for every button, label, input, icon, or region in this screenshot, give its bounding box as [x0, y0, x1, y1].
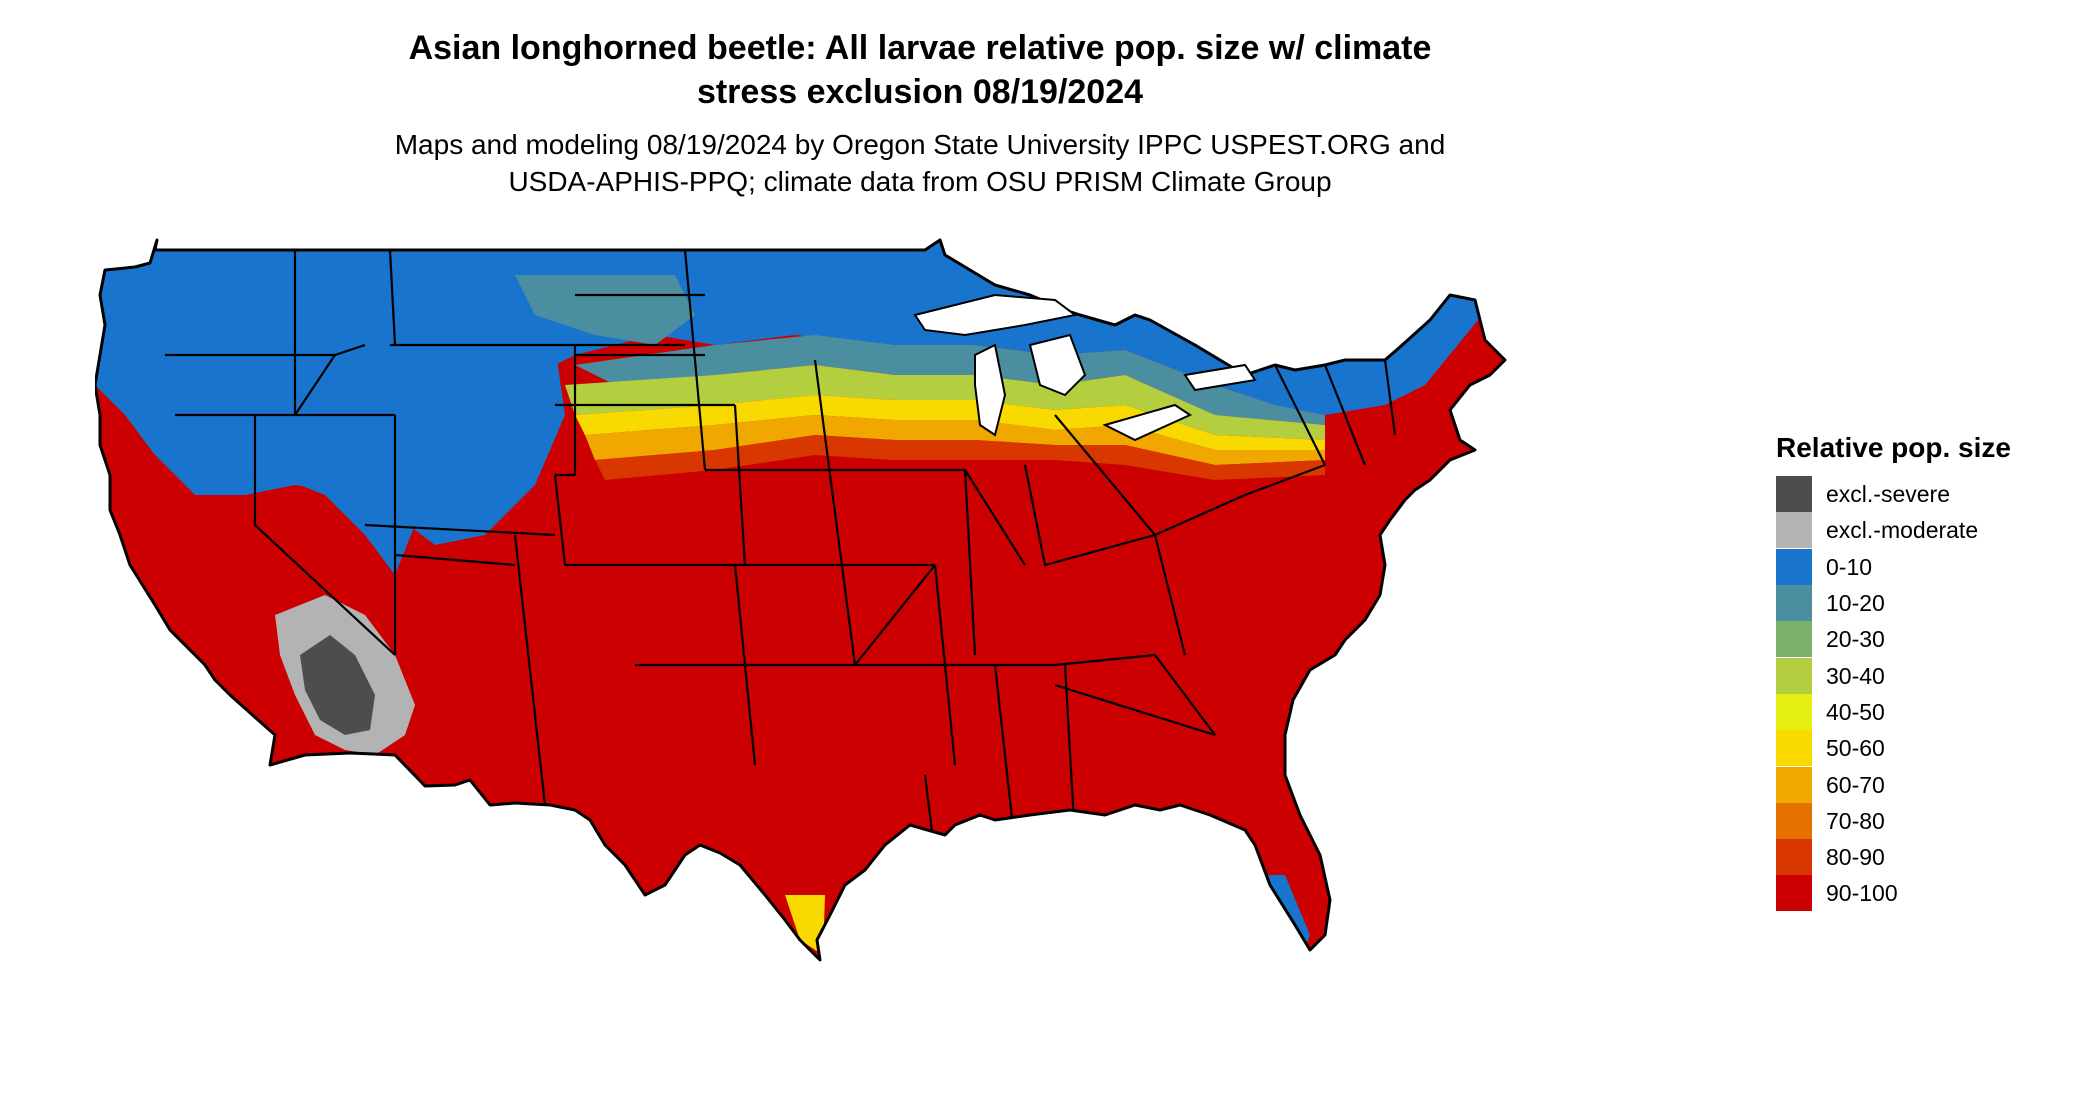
- map-subtitle: Maps and modeling 08/19/2024 by Oregon S…: [330, 126, 1510, 200]
- lake-superior: [913, 293, 1078, 337]
- state-border: [294, 354, 336, 416]
- map-subtitle-line-1: Maps and modeling 08/19/2024 by Oregon S…: [394, 129, 1446, 160]
- legend-label: 10-20: [1826, 590, 1885, 617]
- legend-item: 60-70: [1776, 766, 2076, 803]
- legend-item: 80-90: [1776, 839, 2076, 876]
- legend-item: 40-50: [1776, 693, 2076, 730]
- legend-item: 10-20: [1776, 585, 2076, 622]
- legend-swatch: [1776, 802, 1812, 839]
- legend-swatch: [1776, 548, 1812, 585]
- zone-50-60: [575, 395, 1325, 450]
- us-map-svg: [95, 238, 1507, 962]
- zone-texas-tip: [785, 895, 825, 955]
- state-border: [1054, 653, 1156, 667]
- legend-item: 50-60: [1776, 730, 2076, 767]
- legend-swatch: [1776, 585, 1812, 622]
- country-outline: [95, 238, 1507, 962]
- legend-swatch: [1776, 875, 1812, 912]
- map-base: [95, 238, 1507, 962]
- zone-30-40: [565, 365, 1325, 440]
- legend-swatch: [1776, 730, 1812, 767]
- state-border: [364, 523, 556, 537]
- state-border: [553, 474, 567, 566]
- legend-swatch: [1776, 512, 1812, 549]
- lake-michigan: [974, 343, 1007, 437]
- state-border: [1244, 463, 1326, 497]
- state-border: [394, 553, 516, 567]
- legend-label: 90-100: [1826, 880, 1898, 907]
- state-border: [733, 404, 747, 566]
- state-border: [1054, 414, 1156, 536]
- state-border: [683, 249, 707, 471]
- legend-label: excl.-severe: [1826, 481, 1950, 508]
- legend-swatch: [1776, 621, 1812, 658]
- lake-ontario: [1183, 363, 1257, 392]
- legend-swatch: [1776, 693, 1812, 730]
- legend-label: 80-90: [1826, 844, 1885, 871]
- us-map: [95, 235, 1735, 1115]
- state-border: [854, 564, 936, 666]
- state-border: [1323, 364, 1367, 466]
- state-border: [1154, 654, 1216, 736]
- legend-swatch: [1776, 476, 1812, 513]
- zone-excl-severe: [300, 635, 375, 735]
- zone-0-10-rockies: [365, 345, 565, 545]
- state-border: [993, 664, 1017, 846]
- legend-title: Relative pop. size: [1776, 432, 2011, 463]
- map-title-line-2: stress exclusion 08/19/2024: [696, 73, 1144, 111]
- state-border: [1153, 534, 1187, 656]
- zone-80-90: [595, 435, 1325, 480]
- state-border: [388, 249, 397, 346]
- legend-item: 70-80: [1776, 802, 2076, 839]
- map-subtitle-line-2: USDA-APHIS-PPQ; climate data from OSU PR…: [508, 166, 1332, 197]
- lake-erie: [1102, 403, 1193, 442]
- legend-item: 20-30: [1776, 621, 2076, 658]
- legend-item: excl.-moderate: [1776, 512, 2076, 549]
- state-border: [1274, 364, 1326, 466]
- legend-item: 30-40: [1776, 657, 2076, 694]
- legend-label: 30-40: [1826, 662, 1885, 689]
- legend: Relative pop. size excl.-severe excl.-mod…: [1776, 430, 2076, 912]
- state-border: [1023, 464, 1156, 567]
- state-border: [1154, 493, 1246, 537]
- legend-swatch: [1776, 657, 1812, 694]
- state-border: [813, 359, 857, 666]
- state-border: [1383, 359, 1397, 436]
- state-border: [964, 469, 1026, 566]
- legend-label: excl.-moderate: [1826, 517, 1979, 544]
- legend-items: excl.-severe excl.-moderate 0-10 10-20 20-30…: [1776, 476, 2076, 912]
- legend-item: 0-10: [1776, 548, 2076, 585]
- legend-item: excl.-severe: [1776, 476, 2076, 513]
- zone-0-10-west: [165, 345, 425, 575]
- legend-swatch: [1776, 766, 1812, 803]
- legend-label: 0-10: [1826, 553, 1873, 580]
- map-color-zones: [95, 240, 1505, 960]
- zone-10-20: [515, 275, 695, 345]
- legend-swatch: [1776, 839, 1812, 876]
- legend-label: 50-60: [1826, 735, 1885, 762]
- legend-label: 40-50: [1826, 698, 1885, 725]
- map-title: Asian longhorned beetle: All larvae rela…: [330, 26, 1510, 114]
- map-title-line-1: Asian longhorned beetle: All larvae rela…: [408, 29, 1432, 67]
- state-border: [513, 534, 547, 806]
- legend-item: 90-100: [1776, 875, 2076, 912]
- state-border: [963, 469, 977, 656]
- legend-label: 60-70: [1826, 771, 1885, 798]
- state-borders: [165, 249, 1397, 856]
- state-border: [253, 415, 396, 656]
- zone-10-20-north: [575, 335, 1325, 425]
- great-lakes: [913, 293, 1257, 442]
- lake-huron: [1028, 333, 1087, 397]
- legend-label: 70-80: [1826, 807, 1885, 834]
- state-border: [1054, 683, 1216, 737]
- legend-label: 20-30: [1826, 626, 1885, 653]
